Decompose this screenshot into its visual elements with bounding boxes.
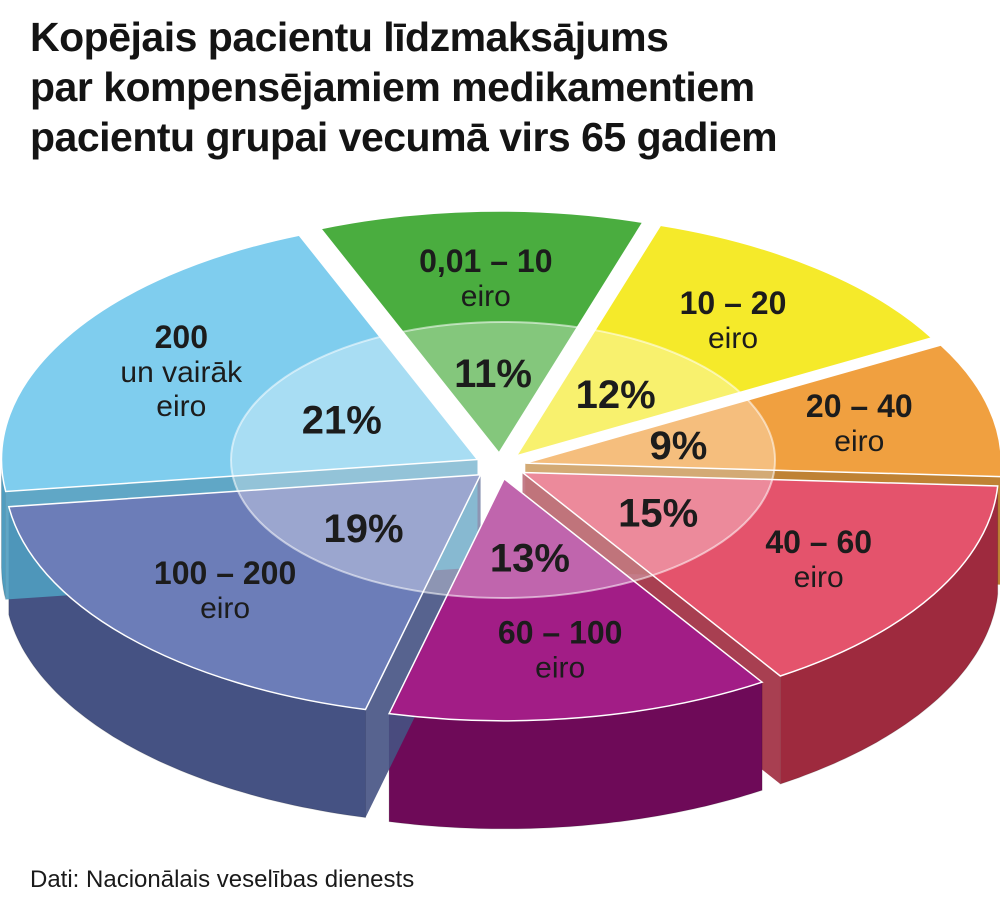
category-label: 100 – 200: [154, 555, 296, 591]
category-label: 60 – 100: [498, 615, 623, 651]
category-label: 0,01 – 10: [419, 243, 552, 279]
category-label-sub: un vairāk: [120, 356, 243, 389]
category-label-sub: eiro: [794, 561, 844, 594]
category-label-sub: eiro: [834, 425, 884, 458]
category-label: 40 – 60: [765, 524, 872, 560]
percent-label-12: 12%: [576, 373, 656, 417]
category-label-sub: eiro: [200, 592, 250, 625]
category-label: 200: [155, 319, 208, 355]
percent-label-13: 13%: [490, 537, 570, 581]
category-label: 10 – 20: [680, 285, 787, 321]
source-note: Dati: Nacionālais veselības dienests: [30, 866, 415, 893]
title-line-3: pacientu grupai vecumā virs 65 gadiem: [30, 114, 778, 160]
center-ellipse: [230, 321, 776, 599]
category-label-sub: eiro: [535, 652, 585, 685]
category-label: 20 – 40: [806, 388, 913, 424]
pie-tops: [0, 210, 1000, 722]
slice-6: [0, 234, 479, 493]
category-label-sub: eiro: [461, 280, 511, 313]
slice-0: [319, 210, 645, 455]
percent-label-21: 21%: [302, 398, 382, 442]
slice-2: [525, 344, 1000, 478]
category-label-sub: eiro: [708, 322, 758, 355]
percent-label-11: 11%: [454, 352, 532, 396]
slice-4: [387, 477, 764, 722]
title-line-1: Kopējais pacientu līdzmaksājums: [30, 14, 669, 60]
category-label-sub: eiro: [156, 390, 206, 423]
percent-label-15: 15%: [618, 492, 698, 536]
slice-1: [514, 224, 934, 458]
slice-5: [7, 473, 482, 711]
percent-label-9: 9%: [649, 424, 707, 468]
slice-3: [520, 471, 999, 677]
title-line-2: par kompensējamiem medikamentiem: [30, 64, 755, 110]
chart-title: Kopējais pacientu līdzmaksājums par komp…: [30, 12, 980, 162]
percent-label-19: 19%: [323, 507, 403, 551]
